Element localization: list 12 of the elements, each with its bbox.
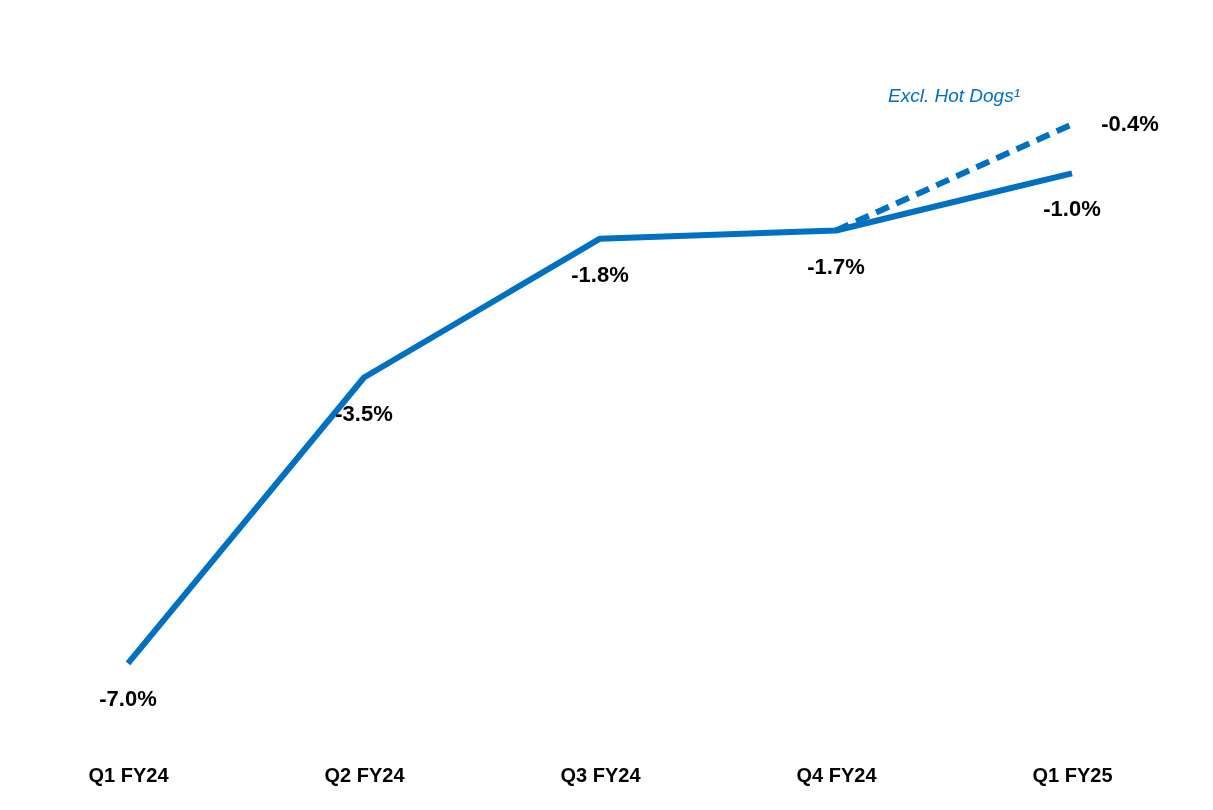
x-tick-label: Q1 FY24	[88, 763, 170, 786]
data-label: -1.7%	[807, 253, 865, 279]
x-tick-label: Q2 FY24	[324, 763, 406, 786]
data-label: -3.5%	[335, 400, 393, 426]
data-label: -0.4%	[1101, 111, 1159, 137]
x-tick-label: Q1 FY25	[1032, 763, 1113, 786]
data-label: -1.8%	[571, 261, 629, 287]
data-label: -7.0%	[99, 686, 157, 712]
x-tick-label: Q3 FY24	[560, 763, 642, 786]
series-label: Excl. Hot Dogs¹	[888, 85, 1020, 107]
x-tick-label: Q4 FY24	[796, 763, 878, 786]
data-label: -1.0%	[1043, 196, 1101, 222]
